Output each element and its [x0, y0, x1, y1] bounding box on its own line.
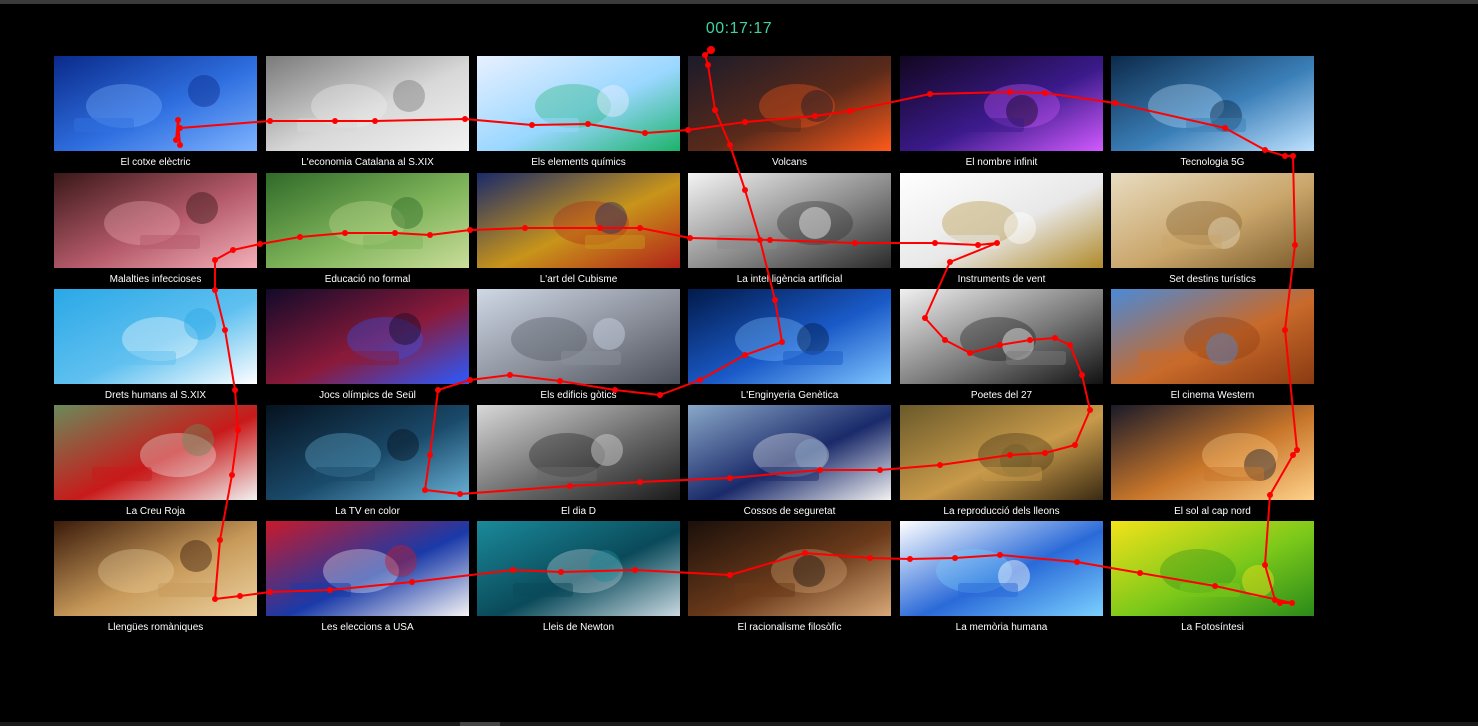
elapsed-timer: 00:17:17	[705, 20, 773, 37]
topic-label: Drets humans al S.XIX	[104, 390, 207, 401]
topic-label: La TV en color	[335, 506, 400, 517]
bottom-scrollbar-thumb[interactable]	[460, 722, 500, 726]
police-cars-image[interactable]	[688, 405, 891, 500]
topic-label: Malalties infeccioses	[109, 274, 202, 285]
topic-label: Poetes del 27	[970, 390, 1033, 401]
topic-label: La Fotosíntesi	[1181, 622, 1244, 633]
dna-helix-image[interactable]	[688, 289, 891, 384]
topic-tile[interactable]: El racionalisme filosòfic	[688, 521, 891, 637]
topic-tile[interactable]: Els edificis gòtics	[477, 289, 680, 405]
topic-tile[interactable]: El dia D	[477, 405, 680, 521]
poet-portrait-image[interactable]	[900, 289, 1103, 384]
red-cross-volunteers-image[interactable]	[54, 405, 257, 500]
topic-label: El cotxe elèctric	[120, 157, 191, 168]
topic-label: La Creu Roja	[126, 506, 185, 517]
topic-label: La intel.ligència artificial	[736, 274, 843, 285]
topic-tile[interactable]: La Creu Roja	[54, 405, 257, 521]
topic-label: L'art del Cubisme	[539, 274, 618, 285]
topic-tile[interactable]: El nombre infinit	[900, 56, 1103, 172]
topic-label: La reproducció dels lleons	[943, 506, 1060, 517]
bottom-scrollbar-track	[0, 722, 1478, 726]
topic-tile[interactable]: L'economia Catalana al S.XIX	[266, 56, 469, 172]
d-day-soldiers-image[interactable]	[477, 405, 680, 500]
topic-label: El nombre infinit	[965, 157, 1038, 168]
topic-label: Lleis de Newton	[542, 622, 615, 633]
cubist-painting-image[interactable]	[477, 173, 680, 268]
topic-label: El cinema Western	[1170, 390, 1255, 401]
topic-label: Instruments de vent	[957, 274, 1046, 285]
topic-tile[interactable]: La TV en color	[266, 405, 469, 521]
topic-tile[interactable]: Les eleccions a USA	[266, 521, 469, 637]
topic-tile[interactable]: La intel.ligència artificial	[688, 173, 891, 289]
philosophers-portraits-image[interactable]	[688, 521, 891, 616]
topic-tile[interactable]: Lleis de Newton	[477, 521, 680, 637]
topic-tile[interactable]: Llengües romàniques	[54, 521, 257, 637]
topic-tile[interactable]: Tecnologia 5G	[1111, 56, 1314, 172]
topic-tile[interactable]: L'Enginyeria Genètica	[688, 289, 891, 405]
topic-label: Les eleccions a USA	[321, 622, 414, 633]
topic-label: Llengües romàniques	[107, 622, 204, 633]
topic-label: L'economia Catalana al S.XIX	[301, 157, 434, 168]
topic-label: Set destins turístics	[1169, 274, 1256, 285]
human-rights-image[interactable]	[54, 289, 257, 384]
topic-label: Tecnologia 5G	[1180, 157, 1245, 168]
topic-label: La memòria humana	[955, 622, 1048, 633]
topic-tile[interactable]: Cossos de seguretat	[688, 405, 891, 521]
infinity-symbol-image[interactable]	[900, 56, 1103, 151]
topic-tile[interactable]: Set destins turístics	[1111, 173, 1314, 289]
topic-tile[interactable]: L'art del Cubisme	[477, 173, 680, 289]
topic-label: Jocs olímpics de Seül	[319, 390, 416, 401]
topic-tile[interactable]: Educació no formal	[266, 173, 469, 289]
topic-tile[interactable]: Els elements químics	[477, 56, 680, 172]
sunset-cliff-image[interactable]	[1111, 405, 1314, 500]
notre-dame-image[interactable]	[477, 289, 680, 384]
textile-factory-image[interactable]	[266, 56, 469, 151]
topic-label: El dia D	[560, 506, 596, 517]
topic-label: Cossos de seguretat	[743, 506, 836, 517]
topic-tile[interactable]: La reproducció dels lleons	[900, 405, 1103, 521]
brain-image[interactable]	[900, 521, 1103, 616]
topic-label: El sol al cap nord	[1174, 506, 1251, 517]
topic-tile[interactable]: El sol al cap nord	[1111, 405, 1314, 521]
topic-tile[interactable]: El cotxe elèctric	[54, 56, 257, 172]
topic-tile[interactable]: Malalties infeccioses	[54, 173, 257, 289]
topic-tile[interactable]: Poetes del 27	[900, 289, 1103, 405]
volcano-image[interactable]	[688, 56, 891, 151]
desert-canyon-image[interactable]	[1111, 289, 1314, 384]
old-manuscript-image[interactable]	[54, 521, 257, 616]
chemistry-flask-image[interactable]	[477, 56, 680, 151]
topic-label: Volcans	[771, 157, 808, 168]
newton-cradle-image[interactable]	[477, 521, 680, 616]
pyramids-image[interactable]	[1111, 173, 1314, 268]
smart-city-image[interactable]	[1111, 56, 1314, 151]
window-top-bar	[0, 0, 1478, 4]
topic-tile[interactable]: Drets humans al S.XIX	[54, 289, 257, 405]
ai-face-image[interactable]	[688, 173, 891, 268]
topic-label: Educació no formal	[324, 274, 411, 285]
tv-screens-image[interactable]	[266, 405, 469, 500]
topic-tile[interactable]: Volcans	[688, 56, 891, 172]
topic-tile[interactable]: La memòria humana	[900, 521, 1103, 637]
olympic-rings-image[interactable]	[266, 289, 469, 384]
electric-car-image[interactable]	[54, 56, 257, 151]
topic-label: L'Enginyeria Genètica	[740, 390, 839, 401]
vote-buttons-image[interactable]	[266, 521, 469, 616]
kids-playing-image[interactable]	[266, 173, 469, 268]
topic-tile[interactable]: Jocs olímpics de Seül	[266, 289, 469, 405]
leaf-veins-image[interactable]	[1111, 521, 1314, 616]
topic-tile[interactable]: Instruments de vent	[900, 173, 1103, 289]
topic-label: Els edificis gòtics	[540, 390, 617, 401]
topic-label: El racionalisme filosòfic	[737, 622, 842, 633]
bacteria-image[interactable]	[54, 173, 257, 268]
topic-tile[interactable]: El cinema Western	[1111, 289, 1314, 405]
topic-tile[interactable]: La Fotosíntesi	[1111, 521, 1314, 637]
topic-label: Els elements químics	[531, 157, 626, 168]
lion-image[interactable]	[900, 405, 1103, 500]
wind-instruments-image[interactable]	[900, 173, 1103, 268]
